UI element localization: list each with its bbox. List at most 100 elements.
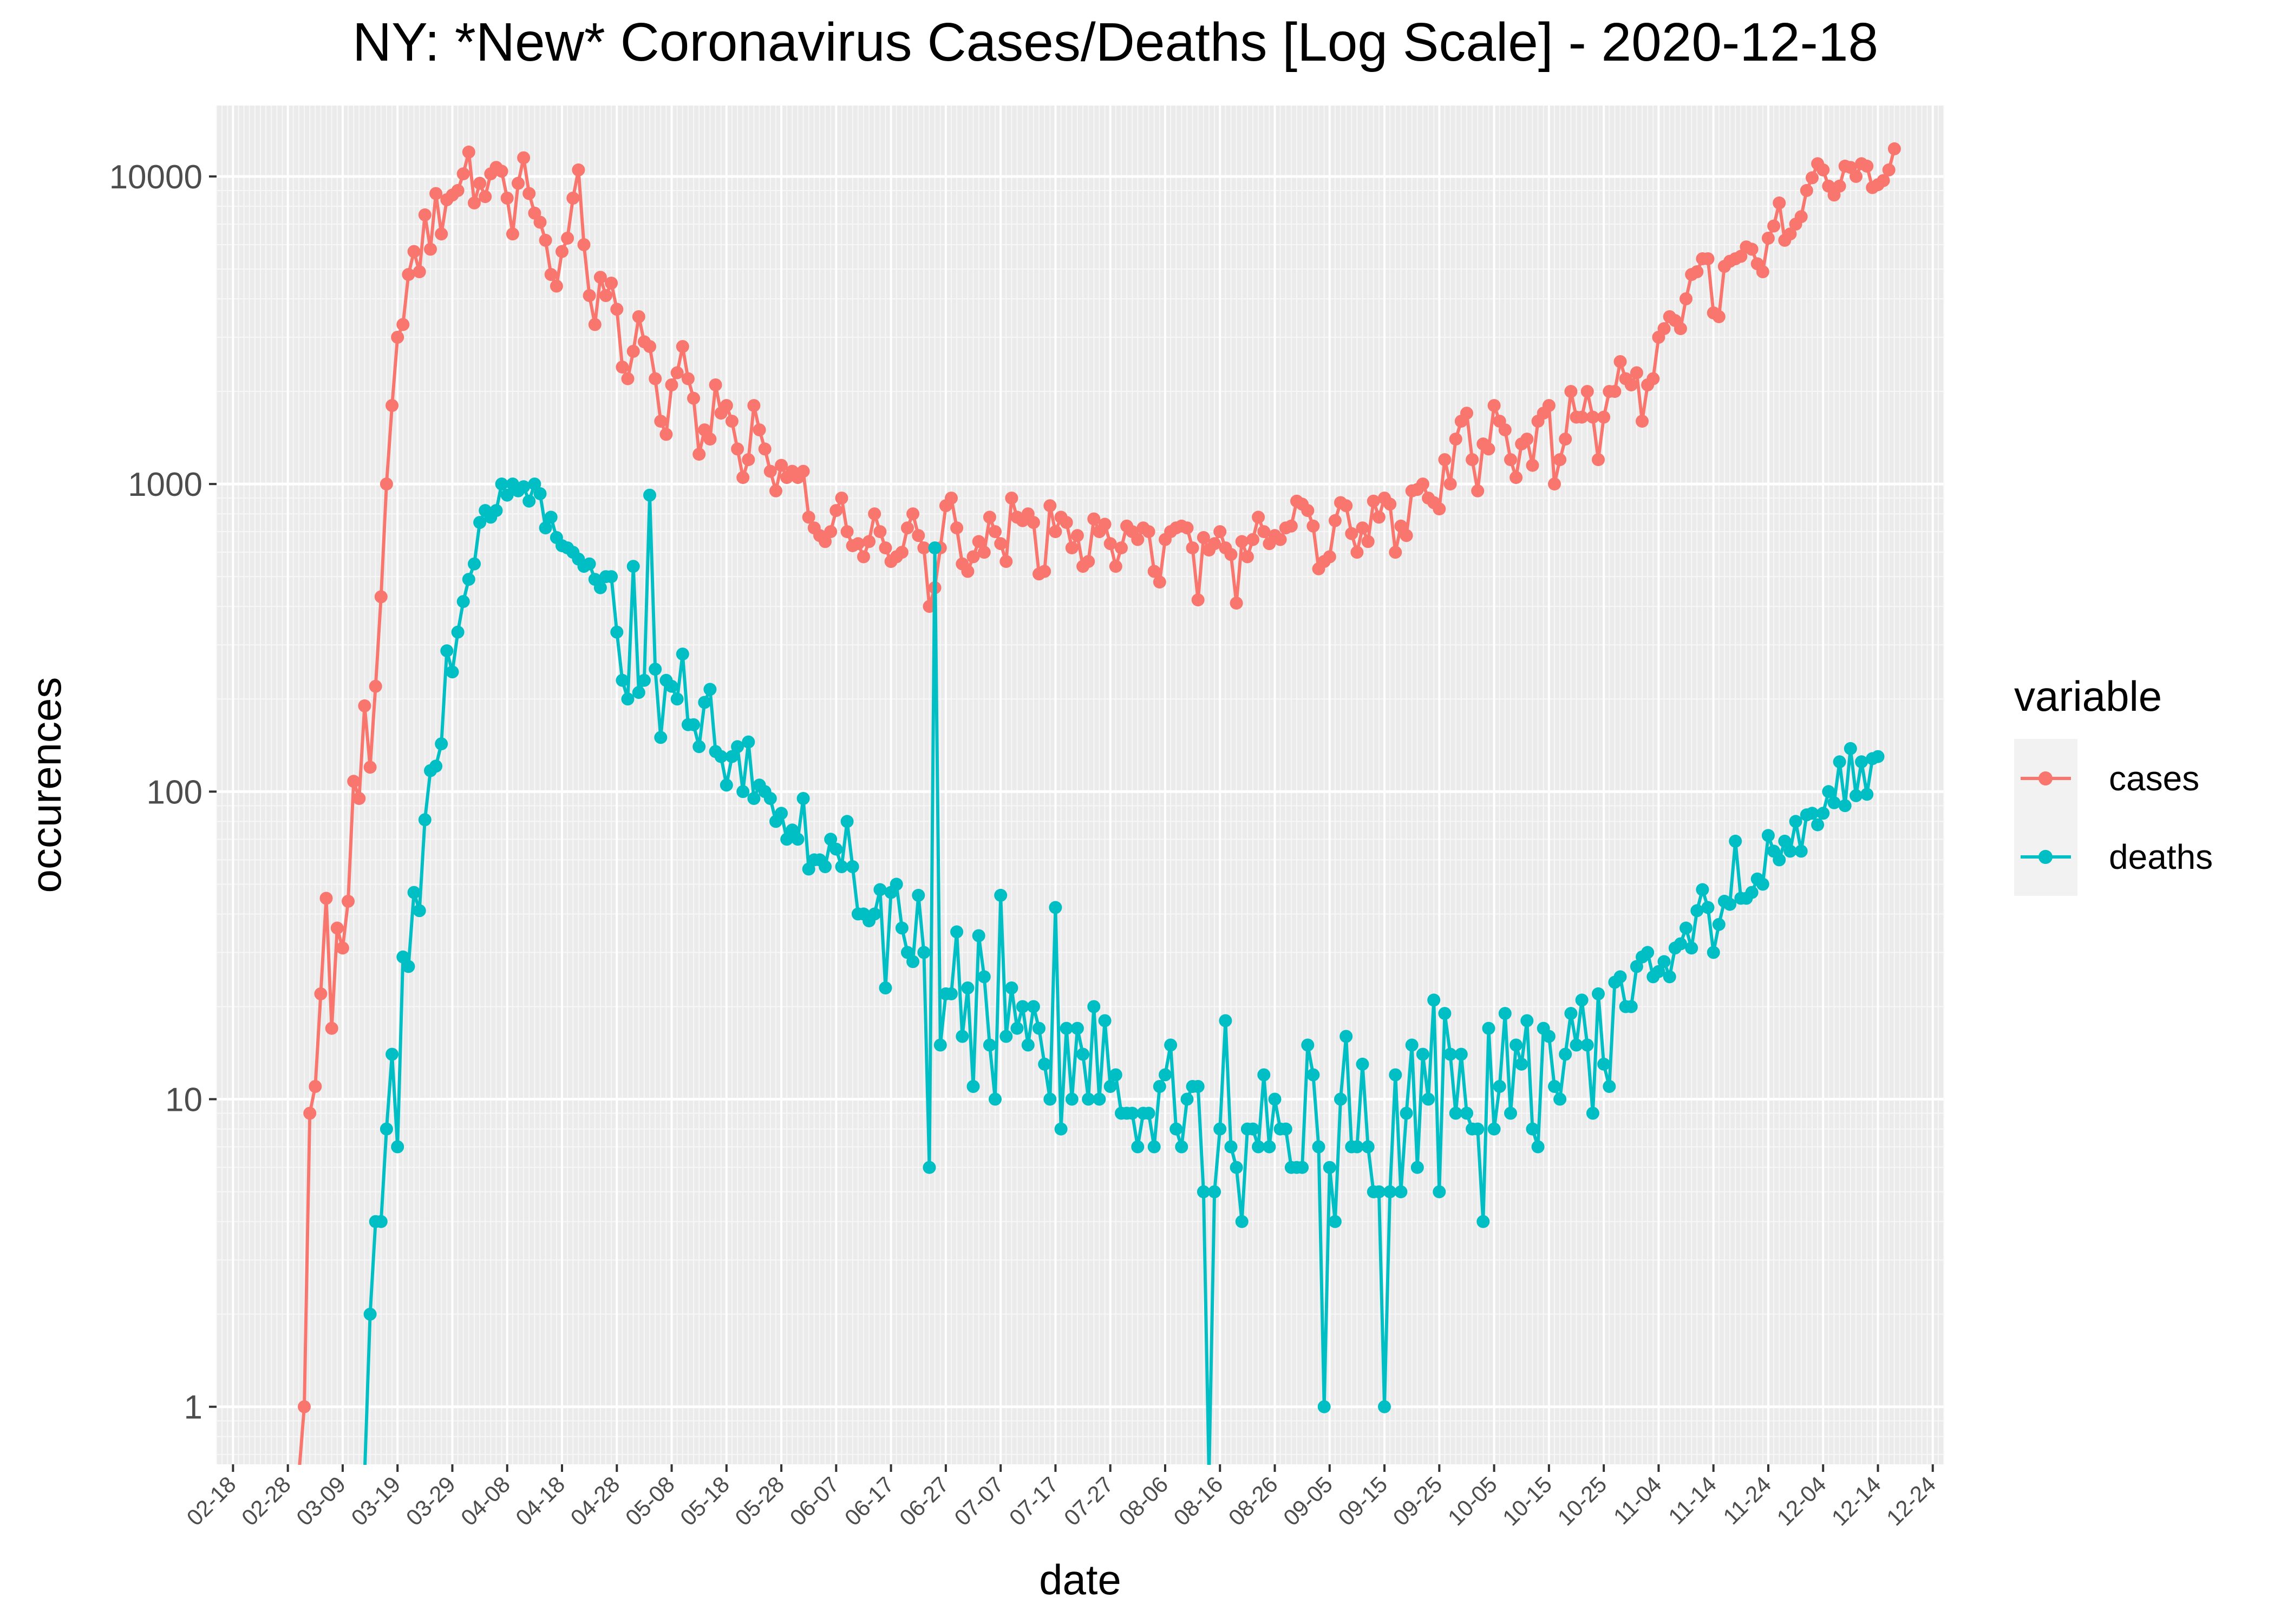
- data-point-deaths: [1164, 1038, 1178, 1052]
- data-point-cases: [775, 459, 788, 472]
- data-point-cases: [1153, 575, 1166, 589]
- data-point-cases: [1389, 546, 1402, 559]
- data-point-cases: [1783, 227, 1797, 241]
- panel-bottom-clip: [206, 1465, 1955, 1477]
- data-point-deaths: [429, 759, 443, 773]
- data-point-cases: [1806, 171, 1819, 185]
- data-point-deaths: [1794, 844, 1808, 858]
- data-point-deaths: [665, 679, 678, 693]
- data-point-deaths: [1827, 796, 1841, 809]
- data-point-deaths: [621, 692, 635, 706]
- data-point-cases: [862, 535, 876, 548]
- data-point-deaths: [1701, 901, 1715, 914]
- data-point-cases: [857, 550, 870, 564]
- data-point-deaths: [468, 557, 481, 571]
- data-point-deaths: [1613, 970, 1627, 984]
- data-point-cases: [1597, 410, 1611, 424]
- data-point-deaths: [396, 950, 410, 964]
- data-point-deaths: [1208, 1185, 1221, 1199]
- data-point-cases: [1098, 518, 1112, 531]
- data-point-deaths: [1010, 1021, 1024, 1035]
- data-point-deaths: [1520, 1014, 1534, 1027]
- y-tick-label: 1000: [128, 466, 202, 503]
- data-point-cases: [402, 268, 415, 281]
- data-point-deaths: [1378, 1400, 1391, 1413]
- data-point-cases: [396, 318, 410, 331]
- data-point-cases: [1273, 533, 1287, 546]
- data-point-cases: [1400, 529, 1413, 542]
- data-point-cases: [599, 289, 612, 302]
- data-point-cases: [972, 535, 985, 548]
- data-point-cases: [851, 537, 865, 551]
- data-point-deaths: [819, 860, 832, 873]
- data-point-cases: [1005, 492, 1018, 505]
- data-point-cases: [1613, 355, 1627, 368]
- data-point-cases: [1213, 525, 1227, 539]
- data-point-deaths: [402, 960, 415, 973]
- data-point-cases: [796, 464, 810, 478]
- data-point-deaths: [1850, 789, 1863, 802]
- data-point-cases: [385, 399, 399, 412]
- data-point-cases: [966, 550, 980, 564]
- data-point-deaths: [1323, 1161, 1336, 1174]
- data-point-cases: [1553, 453, 1567, 467]
- data-point-cases: [999, 555, 1013, 568]
- data-point-deaths: [1504, 1106, 1517, 1120]
- data-point-deaths: [1268, 1092, 1282, 1106]
- data-point-cases: [917, 541, 931, 555]
- data-point-cases: [561, 232, 574, 245]
- data-point-cases: [906, 507, 920, 521]
- data-point-cases: [342, 894, 355, 908]
- data-point-cases: [1027, 516, 1040, 529]
- data-point-deaths: [456, 595, 470, 608]
- data-point-deaths: [1783, 844, 1797, 858]
- data-point-deaths: [605, 570, 618, 584]
- data-point-deaths: [440, 644, 454, 658]
- data-point-deaths: [1811, 818, 1825, 831]
- data-point-deaths: [1592, 987, 1605, 1000]
- data-point-cases: [363, 761, 377, 774]
- data-point-deaths: [610, 625, 624, 639]
- data-point-cases: [1510, 471, 1523, 484]
- data-point-cases: [654, 415, 668, 428]
- data-point-deaths: [736, 785, 750, 798]
- data-point-deaths: [692, 740, 706, 754]
- data-point-cases: [435, 227, 448, 241]
- data-point-cases: [550, 279, 563, 293]
- data-point-deaths: [418, 813, 432, 827]
- data-point-cases: [769, 484, 782, 497]
- data-point-deaths: [928, 541, 942, 555]
- data-point-deaths: [1103, 1080, 1117, 1093]
- data-point-cases: [829, 504, 843, 518]
- data-point-cases: [802, 510, 815, 524]
- data-point-cases: [309, 1080, 322, 1093]
- data-point-deaths: [1252, 1140, 1265, 1154]
- data-point-cases: [1624, 378, 1638, 391]
- data-point-cases: [1070, 529, 1084, 542]
- data-point-cases: [1756, 265, 1769, 278]
- data-point-cases: [1306, 519, 1320, 533]
- data-point-cases: [1761, 232, 1775, 245]
- data-point-cases: [1734, 250, 1748, 263]
- data-point-cases: [659, 428, 673, 441]
- data-point-cases: [593, 271, 607, 284]
- data-point-cases: [1131, 533, 1145, 546]
- data-point-cases: [1361, 535, 1375, 548]
- data-point-cases: [709, 378, 722, 391]
- data-point-deaths: [1460, 1106, 1473, 1120]
- data-point-deaths: [1159, 1068, 1172, 1082]
- data-point-cases: [1586, 410, 1599, 424]
- data-point-cases: [1701, 252, 1715, 265]
- data-point-deaths: [649, 663, 662, 676]
- data-point-deaths: [720, 778, 733, 792]
- data-point-deaths: [1471, 1122, 1485, 1136]
- data-point-deaths: [654, 731, 668, 744]
- data-point-cases: [1367, 494, 1380, 508]
- data-point-cases: [901, 521, 914, 535]
- data-point-cases: [369, 679, 382, 693]
- data-point-deaths: [763, 792, 777, 805]
- data-point-cases: [687, 391, 700, 405]
- data-point-deaths: [835, 860, 848, 873]
- data-point-deaths: [1142, 1106, 1155, 1120]
- data-point-deaths: [1126, 1106, 1139, 1120]
